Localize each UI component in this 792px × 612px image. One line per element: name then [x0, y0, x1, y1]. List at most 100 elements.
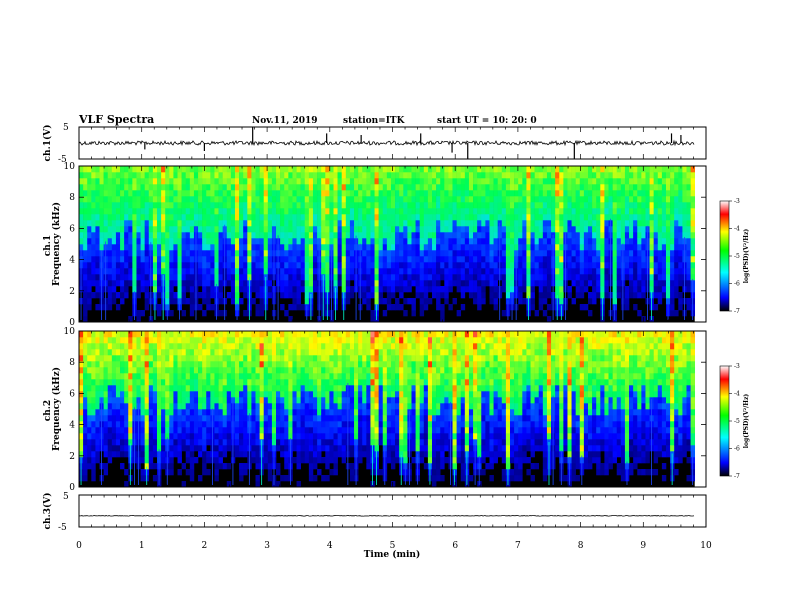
spec1-cell [423, 304, 429, 311]
spec1-cell [534, 280, 540, 287]
spec1-cell [107, 214, 113, 221]
spec1-cell [366, 178, 371, 185]
spec1-cell [296, 286, 301, 293]
spec2-cell [181, 397, 187, 404]
spec1-cell [555, 274, 560, 281]
spec1-cell [185, 178, 191, 185]
spec2-cell [214, 373, 219, 380]
spec1-cell [505, 274, 511, 281]
spec1-cell [390, 268, 396, 275]
spec1-cell [641, 244, 646, 251]
spec1-cell [370, 268, 375, 275]
spec2-cell [239, 385, 244, 392]
spec2-cell [234, 367, 240, 374]
spec1-cell [128, 184, 133, 191]
spec1-cell [452, 214, 457, 221]
spec1-cell [115, 166, 121, 173]
spec1-cell [579, 286, 585, 293]
spec1-cell [686, 250, 691, 257]
spec1-cell [620, 232, 626, 239]
spec1-cell [526, 220, 531, 227]
spec1-cell [633, 196, 638, 203]
spec1-cell [284, 184, 289, 191]
spec2-cell [193, 457, 199, 464]
spec1-cell [452, 298, 457, 305]
spec1-cell [267, 286, 273, 293]
spec1-cell [374, 268, 379, 275]
spec1-cell [202, 250, 207, 257]
spec1-cell [522, 178, 527, 185]
spec1-cell [358, 184, 363, 191]
spec2-cell [181, 367, 187, 374]
spec1-cell [444, 196, 449, 203]
spec1-cell [128, 256, 133, 263]
spec1-cell [661, 268, 667, 275]
spec1-cell [366, 262, 371, 269]
spec1-cell [604, 280, 609, 287]
spec1-cell [239, 250, 244, 257]
spec1-cell [452, 256, 457, 263]
spec1-cell [501, 268, 507, 275]
spec1-cell [473, 226, 478, 233]
spec1-cell [530, 208, 535, 215]
spec1-cell [288, 292, 293, 299]
spec1-cell [132, 190, 137, 197]
spec1-cell [189, 202, 195, 209]
spec1-cell [567, 220, 572, 227]
spec2-cell [239, 439, 244, 446]
spec1-cell [460, 220, 466, 227]
spec2-cell [263, 367, 269, 374]
spec1-cell [83, 190, 88, 197]
spec1-cell [407, 172, 412, 179]
spec1-cell [690, 178, 696, 185]
spec1-cell [247, 268, 252, 275]
spec2-cell [189, 373, 195, 380]
spec1-cell [583, 208, 589, 215]
spec1-cell [501, 226, 507, 233]
spec1-cell [280, 190, 285, 197]
spec1-cell [284, 244, 289, 251]
spec1-cell [128, 250, 133, 257]
spec2-cell [206, 469, 211, 476]
spec2-cell [271, 355, 277, 362]
spec1-cell [661, 244, 667, 251]
spec1-cell [177, 184, 182, 191]
spec1-cell [645, 172, 650, 179]
spec2-cell [128, 433, 133, 440]
spec2-cell [144, 439, 150, 446]
spec1-cell [103, 166, 109, 173]
spec2-cell [132, 355, 137, 362]
spec2-cell [189, 355, 195, 362]
spec1-cell [423, 244, 429, 251]
spec1-cell [243, 280, 248, 287]
spec2-cell [202, 355, 207, 362]
spec1-cell [559, 166, 564, 173]
spec1-cell [542, 280, 548, 287]
spec2-cell [169, 373, 174, 380]
spec1-cell [132, 202, 137, 209]
spec1-cell [489, 256, 494, 263]
spec2-cell [284, 397, 289, 404]
spec1-cell [185, 256, 191, 263]
spec1-cell [464, 220, 470, 227]
spec1-cell [481, 178, 486, 185]
spec1-cell [362, 166, 367, 173]
spec1-cell [456, 172, 462, 179]
spec2-cell [132, 367, 137, 374]
spec1-cell [148, 202, 154, 209]
spec1-cell [608, 202, 613, 209]
spec1-cell [436, 268, 441, 275]
spec1-cell [169, 226, 174, 233]
spec2-cell [79, 433, 84, 440]
spec1-cell [165, 298, 170, 305]
spec1-cell [206, 220, 211, 227]
spec1-cell [423, 202, 429, 209]
spec1-cell [415, 202, 420, 209]
spec1-cell [555, 262, 560, 269]
spec2-cell [111, 337, 117, 344]
spec1-cell [555, 196, 560, 203]
spec1-cell [156, 250, 162, 257]
spec1-cell [218, 298, 223, 305]
spec1-cell [661, 190, 667, 197]
spec2-cell [103, 427, 109, 434]
